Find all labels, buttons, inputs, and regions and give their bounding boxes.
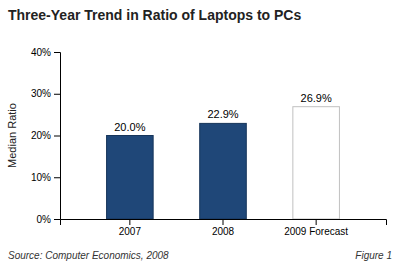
x-tick: 2009 Forecast [284, 219, 348, 237]
data-label: 22.9% [207, 108, 238, 120]
y-tick: 20% [31, 130, 60, 141]
y-tick: 0% [37, 214, 60, 225]
x-tick: 2008 [212, 219, 235, 237]
annotation: Figure 1 [355, 250, 392, 261]
y-tick-label: 30% [31, 88, 51, 99]
x-tick-mark [223, 219, 224, 225]
x-axis-line [61, 220, 387, 226]
y-tick-mark [54, 136, 60, 137]
annotation: Source: Computer Economics, 2008 [8, 250, 169, 261]
title: Three-Year Trend in Ratio of Laptops to … [8, 7, 301, 23]
y-axis-line [54, 53, 61, 220]
y-axis-title: Median Ratio [6, 103, 18, 168]
x-axis: 2007 2008 2009 Forecast [61, 219, 387, 237]
bar [107, 136, 154, 220]
data-label: 20.0% [114, 121, 145, 133]
x-tick-mark [316, 219, 317, 225]
data-label: 26.9% [301, 92, 332, 104]
y-tick-label: 0% [37, 214, 52, 225]
chart-container: Three-Year Trend in Ratio of Laptops to … [0, 0, 400, 265]
x-tick-mark [129, 219, 130, 225]
y-tick: 30% [31, 88, 60, 99]
chart-svg: Three-Year Trend in Ratio of Laptops to … [0, 0, 400, 265]
y-tick-label: 40% [31, 47, 51, 58]
y-tick-mark [54, 52, 60, 53]
y-tick: 10% [31, 172, 60, 183]
bars [107, 107, 340, 219]
bar [293, 107, 340, 219]
y-tick-label: 10% [31, 172, 51, 183]
y-tick-label: 20% [31, 130, 51, 141]
y-tick-mark [54, 219, 60, 220]
bar [200, 123, 247, 219]
x-tick-label: 2008 [212, 226, 235, 237]
data-labels: 20.0% 22.9% 26.9% [114, 92, 332, 133]
x-tick-label: 2009 Forecast [284, 226, 348, 237]
y-axis: 0% 10% 20% 30% 40% [31, 47, 61, 225]
y-tick: 40% [31, 47, 60, 58]
y-tick-mark [54, 177, 60, 178]
y-tick-mark [54, 94, 60, 95]
plot-area: 0% 10% 20% 30% 40% 2007 2008 2009 Forecast 20.0%… [31, 47, 387, 237]
x-tick-label: 2007 [119, 226, 142, 237]
x-tick: 2007 [119, 219, 142, 237]
